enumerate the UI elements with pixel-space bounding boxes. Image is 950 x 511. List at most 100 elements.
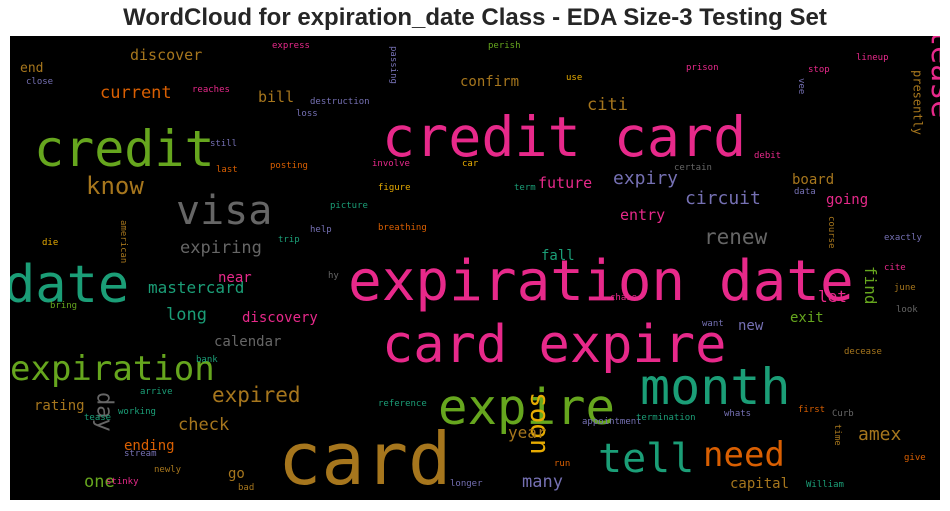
word-help: help bbox=[310, 225, 332, 235]
word-card: card bbox=[278, 417, 451, 500]
word-date: date bbox=[10, 255, 129, 315]
word-circuit: circuit bbox=[685, 188, 761, 209]
word-ending: ending bbox=[124, 438, 175, 454]
word-passing: passing bbox=[388, 46, 398, 84]
word-confirm: confirm bbox=[460, 74, 519, 90]
word-year: year bbox=[508, 423, 547, 442]
word-bring: bring bbox=[50, 301, 77, 311]
word-day: day bbox=[92, 392, 117, 432]
word-credit: credit bbox=[34, 120, 215, 178]
word-time: time bbox=[832, 424, 842, 446]
word-cloud-canvas: card expiration date credit card date card e… bbox=[10, 36, 940, 500]
word-data: data bbox=[794, 187, 816, 197]
word-vee: vee bbox=[796, 78, 806, 94]
word-die: die bbox=[42, 238, 58, 248]
word-many: many bbox=[522, 472, 563, 492]
word-near: near bbox=[218, 270, 252, 286]
word-prison: prison bbox=[686, 63, 719, 73]
word-let: let bbox=[818, 287, 847, 306]
word-trip: trip bbox=[278, 235, 300, 245]
word-month: month bbox=[640, 358, 791, 416]
word-look: look bbox=[896, 305, 918, 315]
word-expiration-date: expiration date bbox=[348, 249, 854, 314]
word-arrive: arrive bbox=[140, 387, 173, 397]
word-check: check bbox=[178, 415, 229, 435]
word-chase: chase bbox=[610, 293, 637, 303]
word-appointment: appointment bbox=[582, 417, 642, 427]
word-reaches: reaches bbox=[192, 85, 230, 95]
word-want: want bbox=[702, 319, 724, 329]
word-still: still bbox=[210, 139, 237, 149]
word-car: car bbox=[462, 159, 479, 169]
word-last: last bbox=[216, 165, 238, 175]
word-reference: reference bbox=[378, 399, 427, 409]
word-american: american bbox=[118, 220, 128, 263]
word-perish: perish bbox=[488, 41, 521, 51]
word-working: working bbox=[118, 407, 156, 417]
word-amex: amex bbox=[858, 424, 902, 445]
word-exactly: exactly bbox=[884, 233, 923, 243]
word-presently: presently bbox=[911, 70, 925, 135]
word-termination: termination bbox=[636, 413, 696, 423]
word-find: find bbox=[861, 266, 880, 305]
word-william: William bbox=[806, 480, 844, 490]
word-curb: Curb bbox=[832, 409, 854, 419]
word-expiry: expiry bbox=[613, 168, 678, 189]
word-need: need bbox=[703, 435, 785, 475]
word-future: future bbox=[538, 174, 592, 192]
word-expiration: expiration bbox=[10, 349, 215, 389]
word-tease: tease bbox=[84, 413, 111, 423]
word-new: new bbox=[738, 318, 764, 334]
word-express: express bbox=[272, 41, 310, 51]
word-loss: loss bbox=[296, 109, 318, 119]
word-exit: exit bbox=[790, 310, 824, 326]
word-discover: discover bbox=[130, 46, 202, 64]
word-citi: citi bbox=[587, 95, 628, 115]
word-credit-card: credit card bbox=[382, 105, 746, 169]
word-card-expire: card expire bbox=[382, 315, 726, 375]
word-stinky: stinky bbox=[106, 477, 139, 487]
word-expired: expired bbox=[212, 383, 301, 407]
word-know: know bbox=[86, 172, 144, 200]
word-cite: cite bbox=[884, 263, 906, 273]
word-expire: expire bbox=[438, 379, 615, 436]
word-board: board bbox=[792, 172, 834, 188]
word-debit: debit bbox=[754, 151, 781, 161]
word-rating: rating bbox=[34, 398, 85, 414]
word-course: course bbox=[826, 216, 836, 249]
word-use: use bbox=[566, 73, 582, 83]
word-long: long bbox=[166, 305, 207, 325]
word-run: run bbox=[554, 459, 570, 469]
word-newly: newly bbox=[154, 465, 182, 475]
word-destruction: destruction bbox=[310, 97, 370, 107]
word-capital: capital bbox=[730, 476, 789, 492]
chart-title: WordCloud for expiration_date Class - ED… bbox=[123, 4, 827, 31]
word-visa: visa bbox=[176, 188, 272, 234]
word-end: end bbox=[20, 61, 43, 76]
word-cloud-svg: card expiration date credit card date card e… bbox=[10, 36, 940, 500]
word-term: term bbox=[514, 183, 536, 193]
word-discovery: discovery bbox=[242, 310, 318, 326]
word-mastercard: mastercard bbox=[148, 278, 244, 297]
word-breathing: breathing bbox=[378, 223, 427, 233]
word-soon: soon bbox=[524, 392, 554, 455]
word-calendar: calendar bbox=[214, 334, 281, 350]
word-current: current bbox=[100, 83, 172, 103]
word-whats: whats bbox=[724, 409, 751, 419]
word-expiring: expiring bbox=[180, 238, 262, 258]
word-entry: entry bbox=[620, 206, 665, 224]
word-bad: bad bbox=[238, 483, 254, 493]
word-renew: renew bbox=[704, 225, 768, 249]
word-posting: posting bbox=[270, 161, 308, 171]
word-decease: decease bbox=[844, 347, 882, 357]
word-hy: hy bbox=[328, 271, 339, 281]
word-bill: bill bbox=[258, 88, 294, 106]
word-stream: stream bbox=[124, 449, 157, 459]
word-involve: involve bbox=[372, 159, 410, 169]
word-one: one bbox=[84, 472, 115, 492]
word-picture: picture bbox=[330, 201, 368, 211]
word-lineup: lineup bbox=[856, 53, 889, 63]
word-first: first bbox=[798, 405, 825, 415]
word-bank: bank bbox=[196, 355, 218, 365]
word-please: please bbox=[924, 36, 940, 118]
